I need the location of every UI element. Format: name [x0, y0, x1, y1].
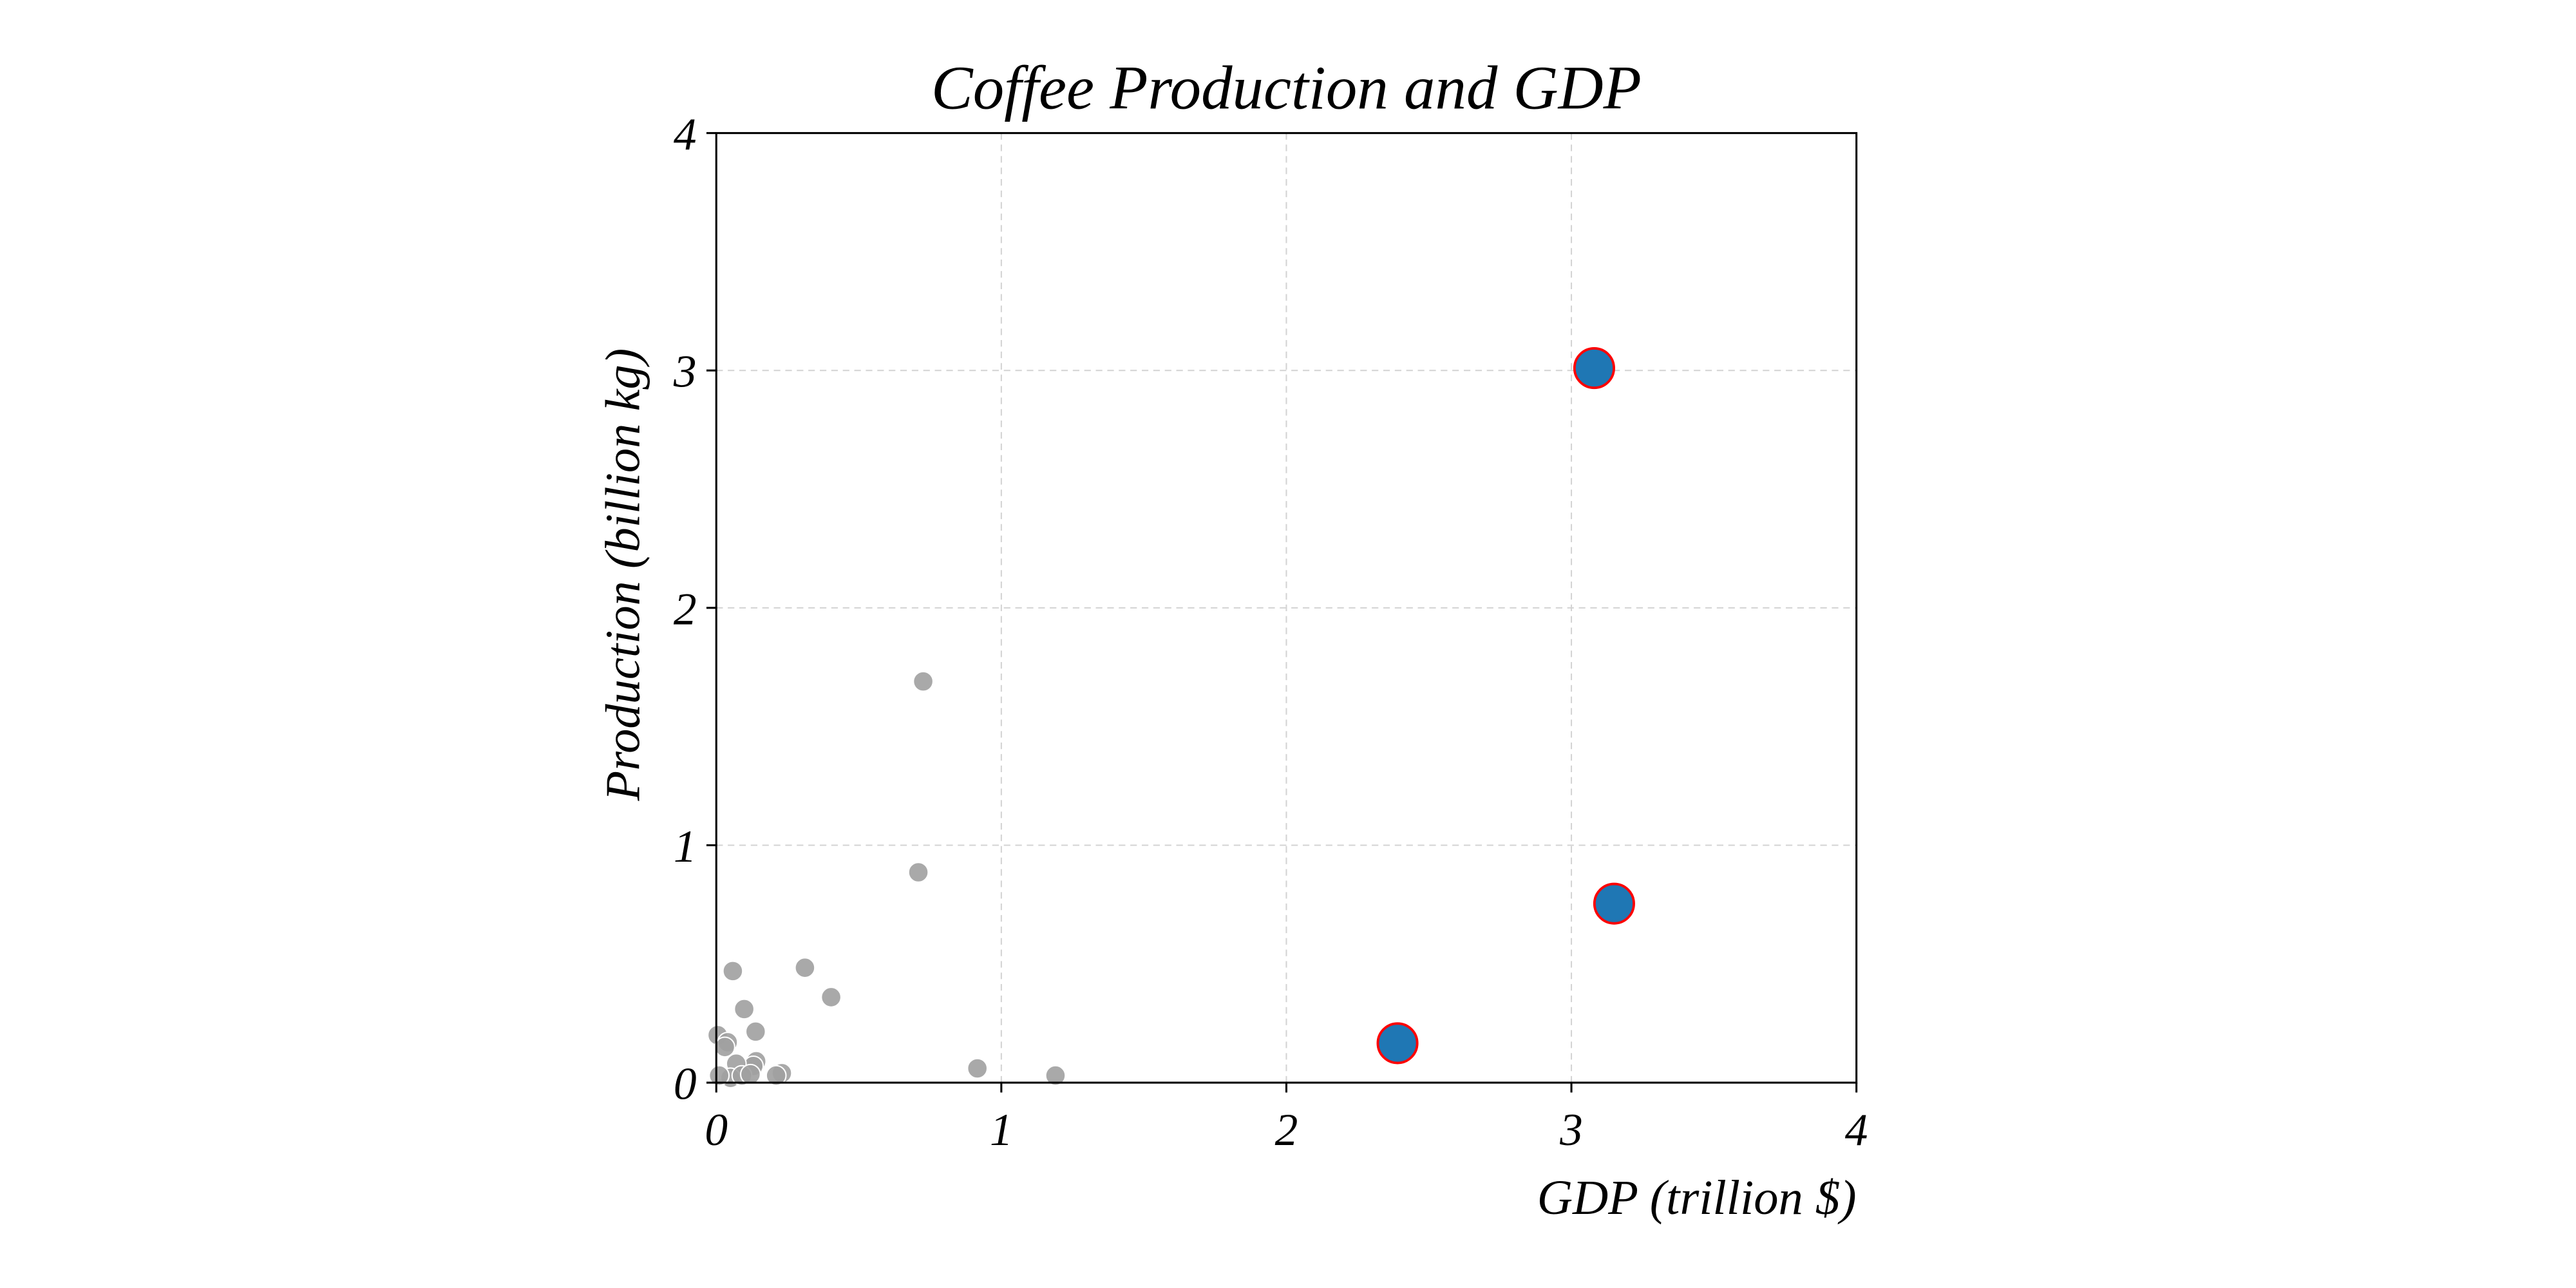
x-tick-label: 2	[1275, 1104, 1298, 1155]
x-tick-label: 3	[1559, 1104, 1583, 1155]
data-point	[708, 1065, 730, 1086]
x-axis-label: GDP (trillion $)	[1537, 1170, 1857, 1225]
data-point	[744, 1021, 766, 1043]
y-tick-label: 4	[674, 109, 697, 160]
x-tick-label: 4	[1845, 1104, 1868, 1155]
data-point	[794, 957, 816, 979]
y-tick-label: 1	[674, 821, 697, 872]
data-point	[907, 862, 929, 883]
data-point	[714, 1036, 735, 1058]
y-axis-label: Production (billion kg)	[595, 348, 650, 802]
chart-title: Coffee Production and GDP	[931, 53, 1642, 122]
x-tick-label: 0	[705, 1104, 728, 1155]
data-point	[765, 1065, 787, 1086]
points	[707, 347, 1635, 1089]
data-point	[722, 960, 744, 982]
ticks: 0 1 2 3 4 0 1 2 3 4	[673, 109, 1868, 1155]
highlight-point	[1593, 882, 1635, 925]
highlight-point	[1376, 1022, 1419, 1065]
data-point	[1045, 1065, 1066, 1086]
data-point	[820, 987, 842, 1008]
y-tick-label: 2	[674, 583, 697, 634]
data-point	[967, 1057, 988, 1079]
grid	[716, 133, 1857, 1083]
highlight-point	[1573, 347, 1615, 390]
data-point	[734, 998, 755, 1020]
y-tick-label: 3	[673, 346, 697, 397]
data-point	[913, 670, 934, 692]
x-tick-label: 1	[990, 1104, 1013, 1155]
y-tick-label: 0	[674, 1059, 697, 1110]
data-point	[740, 1063, 761, 1085]
